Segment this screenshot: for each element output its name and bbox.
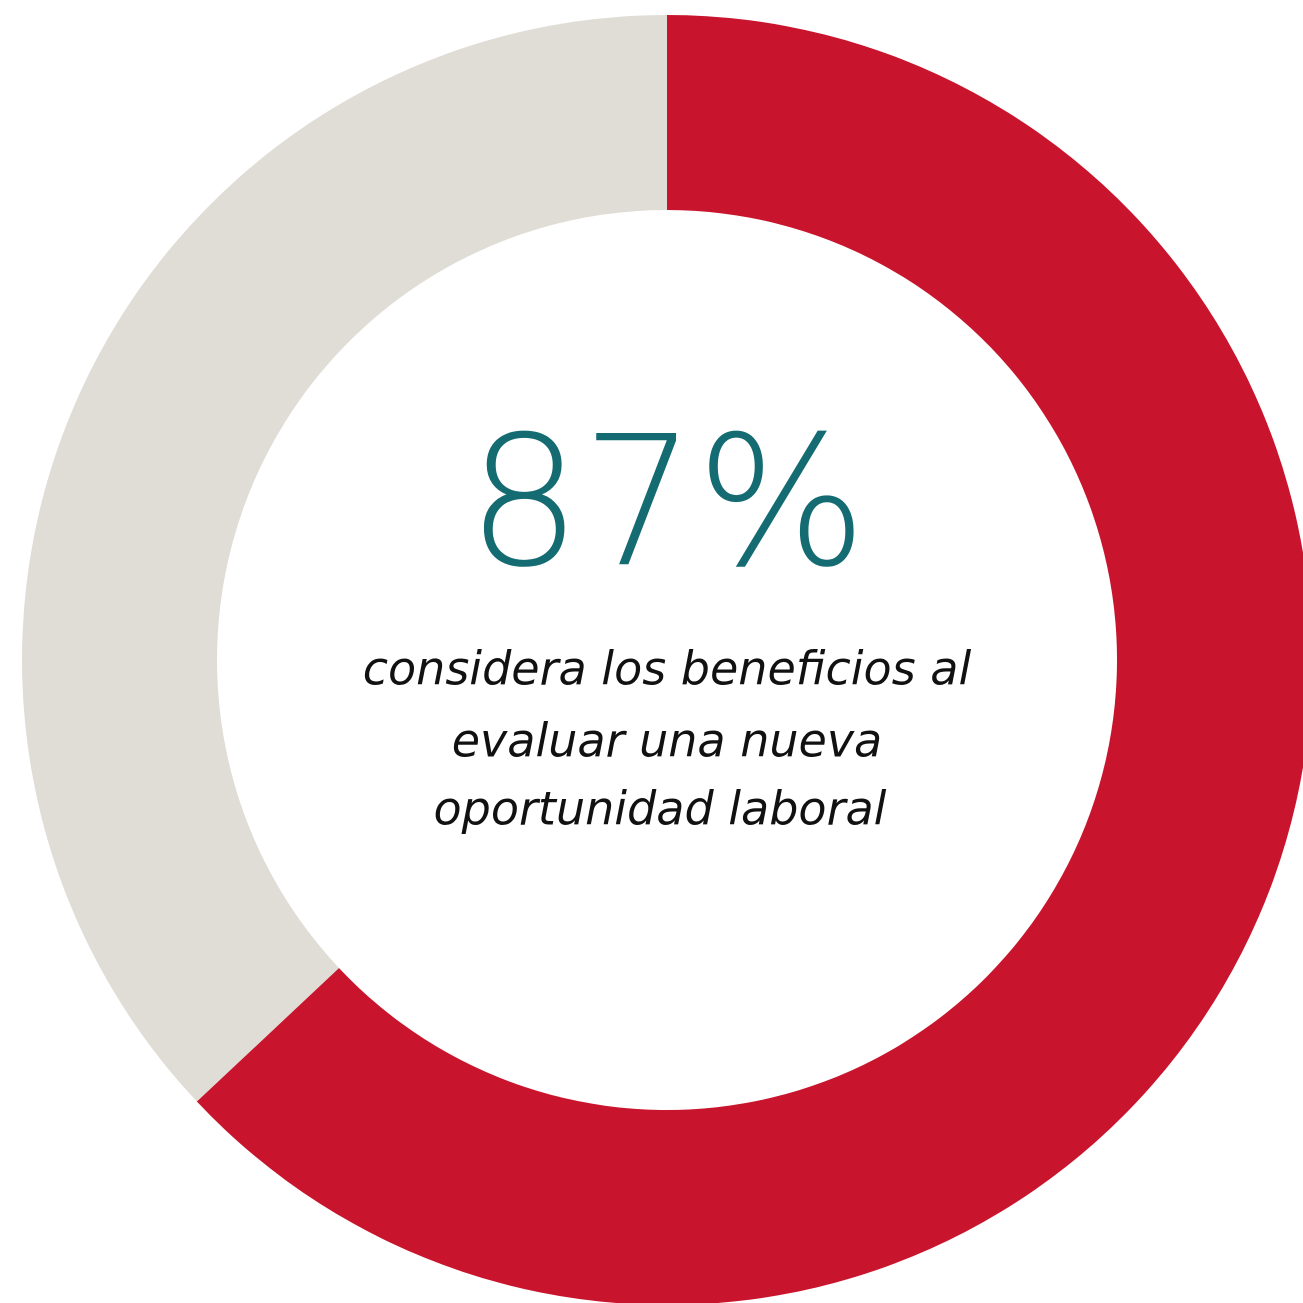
annotation-line: evaluar una nueva: [452, 714, 883, 768]
slice: [196, 15, 1303, 1303]
annotation-line: oportunidad laboral: [434, 782, 887, 836]
center-label: 87%: [467, 398, 867, 607]
slices: [22, 15, 1303, 1303]
slice: [22, 15, 668, 1102]
annotation-line: considera los beneficios al: [363, 642, 972, 696]
